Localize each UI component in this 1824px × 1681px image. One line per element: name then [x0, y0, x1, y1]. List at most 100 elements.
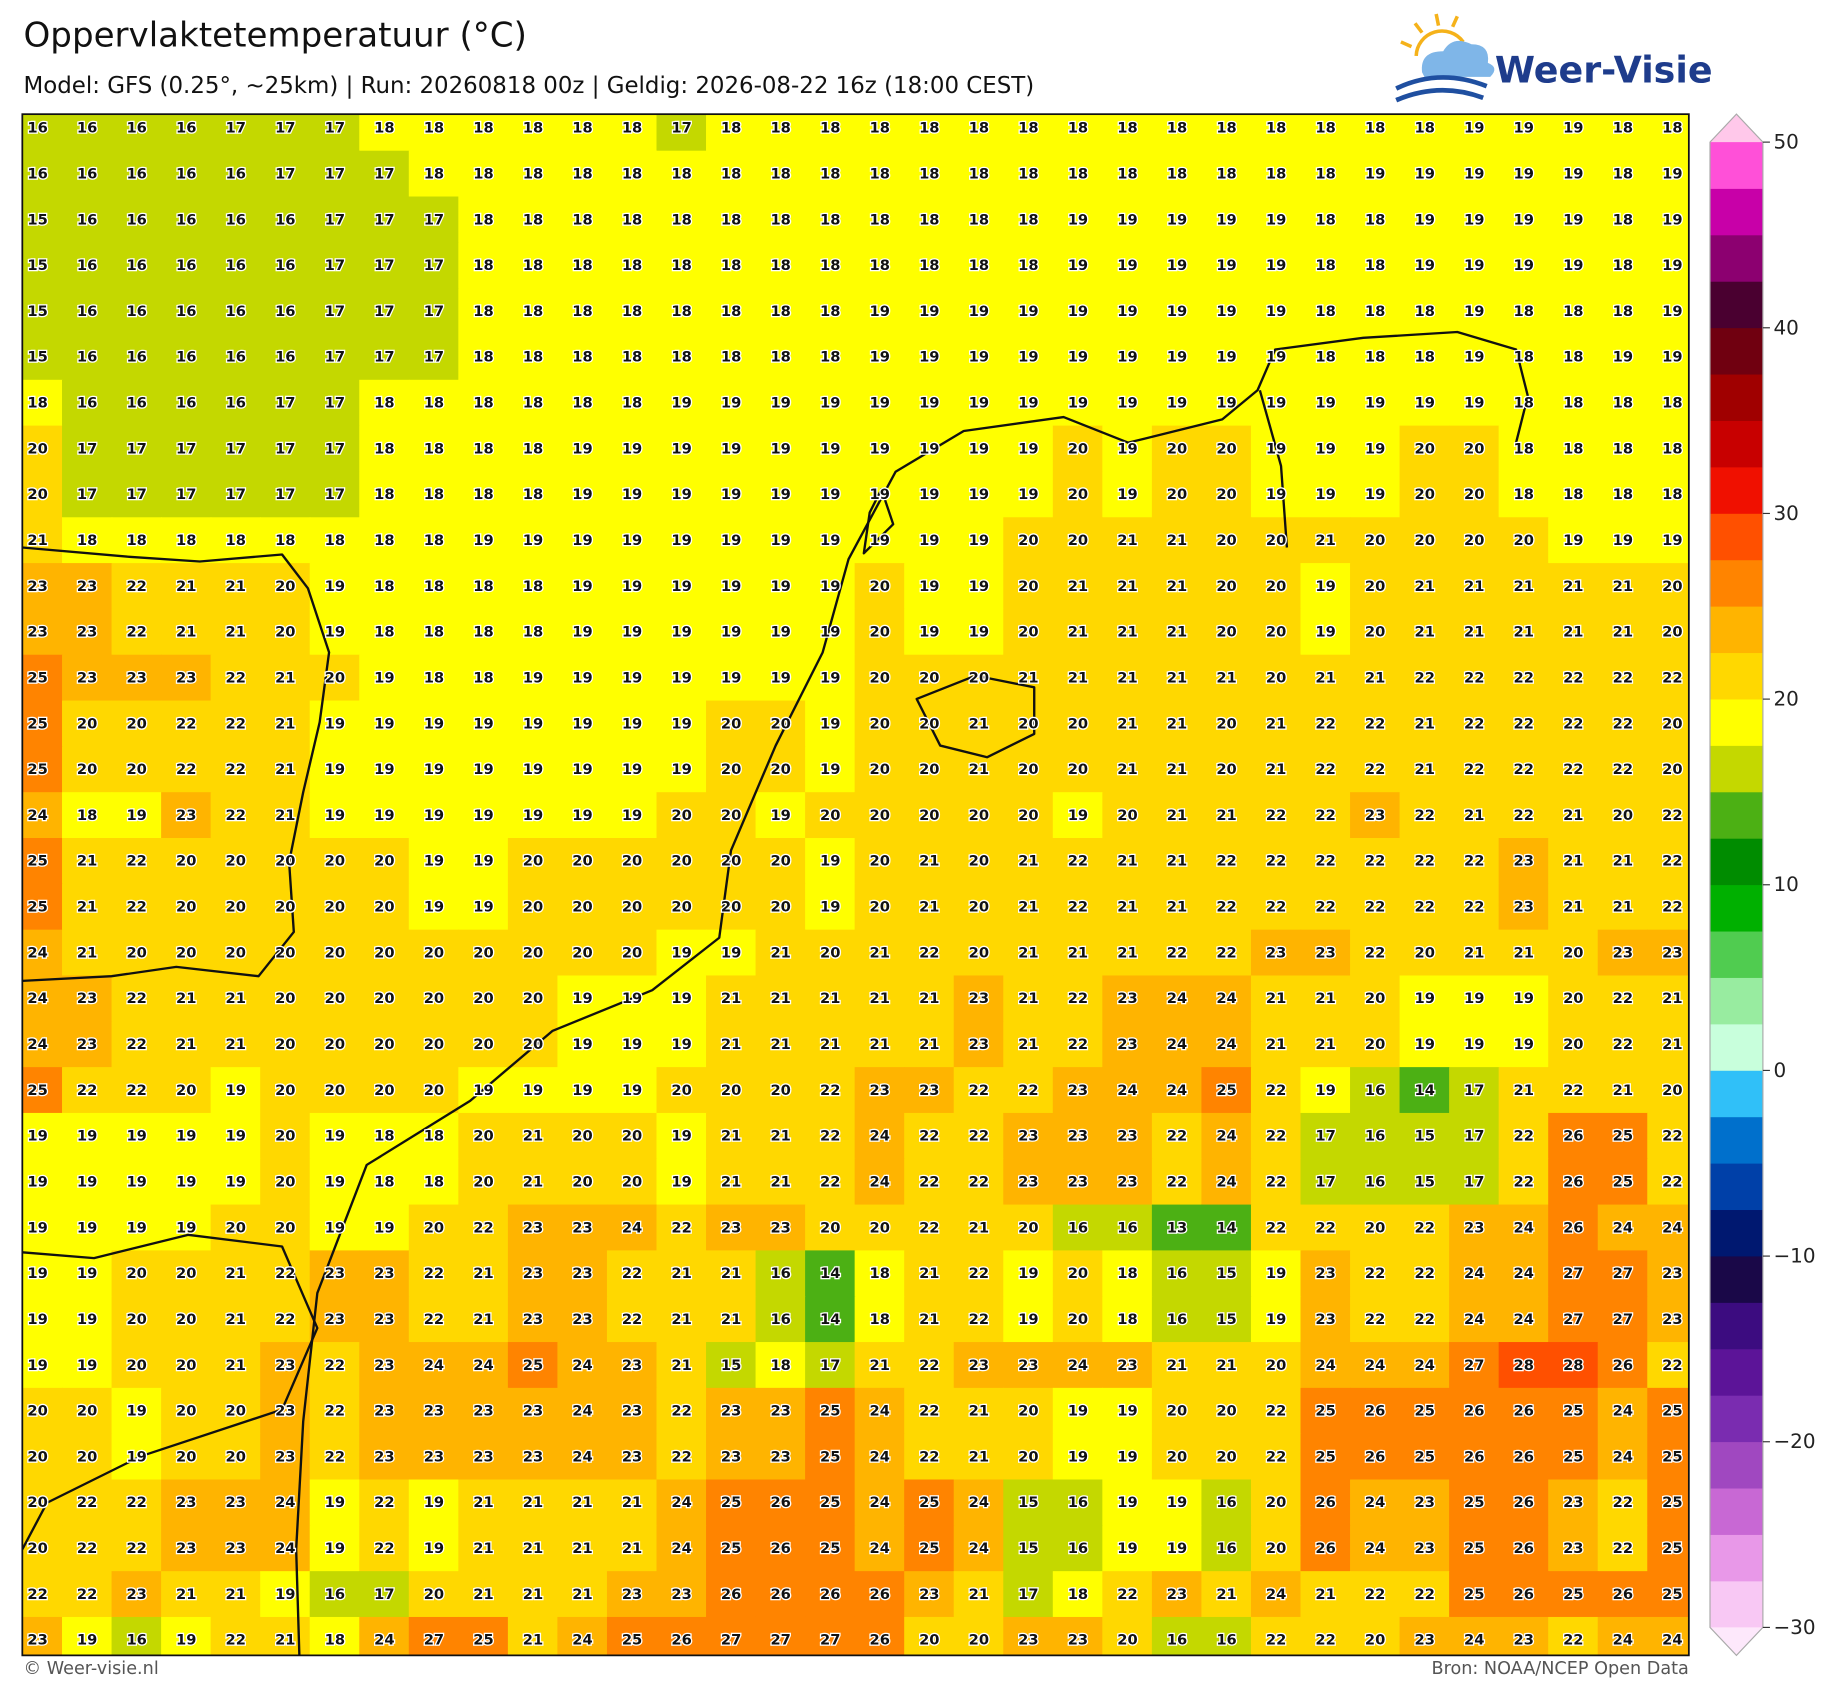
temperature-cell [1201, 563, 1252, 610]
temperature-cell [260, 654, 311, 702]
temperature-cell [1350, 838, 1401, 885]
temperature-cell [1597, 242, 1648, 289]
temperature-cell [260, 700, 311, 748]
temperature-cell [111, 425, 162, 473]
temperature-cell [359, 608, 410, 656]
colorbar-band [1710, 1394, 1763, 1443]
temperature-label: 21 [1117, 670, 1137, 687]
temperature-label: 22 [126, 578, 146, 595]
temperature-cell [1399, 114, 1450, 152]
temperature-cell [359, 700, 410, 748]
temperature-label: 21 [77, 899, 97, 916]
temperature-label: 19 [1117, 440, 1137, 457]
temperature-label: 19 [1414, 166, 1434, 183]
temperature-label: 16 [226, 211, 246, 228]
temperature-cell [210, 196, 261, 244]
temperature-cell [458, 471, 509, 518]
temperature-cell [111, 114, 162, 152]
temperature-label: 19 [1464, 1036, 1484, 1053]
temperature-label: 18 [1315, 349, 1335, 366]
temperature-label: 22 [820, 1082, 840, 1099]
temperature-label: 19 [572, 761, 592, 778]
temperature-label: 16 [1365, 1128, 1385, 1145]
temperature-label: 16 [126, 395, 146, 412]
temperature-label: 21 [1117, 624, 1137, 641]
temperature-label: 15 [1018, 1494, 1038, 1511]
temperature-label: 20 [1068, 1265, 1088, 1282]
temperature-label: 22 [1266, 1448, 1286, 1465]
temperature-label: 20 [1216, 440, 1236, 457]
temperature-label: 16 [275, 257, 295, 274]
temperature-cell [755, 792, 806, 839]
temperature-label: 20 [1216, 532, 1236, 549]
temperature-label: 18 [721, 211, 741, 228]
temperature-cell [854, 517, 905, 564]
temperature-label: 21 [622, 1540, 642, 1557]
temperature-cell [1003, 425, 1054, 473]
temperature-label: 19 [1662, 257, 1682, 274]
temperature-cell [557, 746, 608, 793]
temperature-cell [706, 471, 757, 518]
temperature-cell [1102, 196, 1153, 244]
temperature-cell [309, 975, 360, 1022]
temperature-cell [755, 883, 806, 931]
temperature-label: 16 [126, 1632, 146, 1649]
temperature-label: 19 [1266, 395, 1286, 412]
temperature-label: 20 [226, 853, 246, 870]
temperature-label: 19 [622, 624, 642, 641]
temperature-cell [1052, 563, 1104, 610]
temperature-label: 21 [1315, 1036, 1335, 1053]
temperature-label: 16 [176, 349, 196, 366]
temperature-label: 19 [721, 440, 741, 457]
temperature-label: 17 [424, 257, 444, 274]
temperature-label: 21 [1266, 715, 1286, 732]
temperature-label: 20 [870, 624, 890, 641]
temperature-cell [210, 425, 261, 473]
temperature-cell [1300, 517, 1351, 564]
temperature-cell [210, 563, 261, 610]
temperature-cell [854, 1021, 905, 1068]
temperature-cell [111, 929, 162, 977]
temperature-cell [309, 929, 360, 977]
temperature-cell [1548, 883, 1599, 931]
temperature-label: 18 [1414, 349, 1434, 366]
colorbar-tick-label: 10 [1773, 873, 1798, 896]
temperature-cell [458, 654, 509, 702]
temperature-cell [953, 114, 1004, 152]
temperature-label: 21 [275, 807, 295, 824]
temperature-label: 24 [1167, 1036, 1187, 1053]
temperature-label: 21 [1613, 624, 1633, 641]
temperature-cell [1350, 608, 1401, 656]
temperature-label: 20 [1216, 578, 1236, 595]
temperature-cell [62, 1021, 113, 1068]
temperature-cell [1102, 517, 1153, 564]
temperature-cell [309, 196, 360, 244]
temperature-cell [953, 1112, 1004, 1160]
temperature-label: 24 [1613, 1403, 1633, 1420]
temperature-label: 20 [622, 1128, 642, 1145]
temperature-cell [1498, 150, 1549, 198]
temperature-cell [1102, 379, 1153, 427]
temperature-cell [458, 1021, 509, 1068]
temperature-cell [1498, 608, 1549, 656]
temperature-label: 18 [622, 120, 642, 137]
temperature-label: 23 [27, 578, 47, 595]
temperature-label: 18 [1365, 349, 1385, 366]
temperature-label: 21 [226, 1311, 246, 1328]
temperature-label: 23 [622, 1357, 642, 1374]
temperature-label: 23 [1365, 807, 1385, 824]
temperature-label: 19 [721, 670, 741, 687]
temperature-label: 18 [671, 349, 691, 366]
temperature-label: 21 [473, 1540, 493, 1557]
temperature-label: 20 [374, 899, 394, 916]
temperature-label: 22 [1464, 761, 1484, 778]
temperature-cell [557, 1112, 608, 1160]
temperature-label: 24 [870, 1174, 890, 1191]
temperature-label: 23 [77, 624, 97, 641]
temperature-cell [805, 150, 856, 198]
temperature-label: 15 [1216, 1265, 1236, 1282]
temperature-cell [805, 563, 856, 610]
temperature-label: 18 [473, 578, 493, 595]
temperature-label: 16 [275, 303, 295, 320]
temperature-label: 19 [820, 853, 840, 870]
